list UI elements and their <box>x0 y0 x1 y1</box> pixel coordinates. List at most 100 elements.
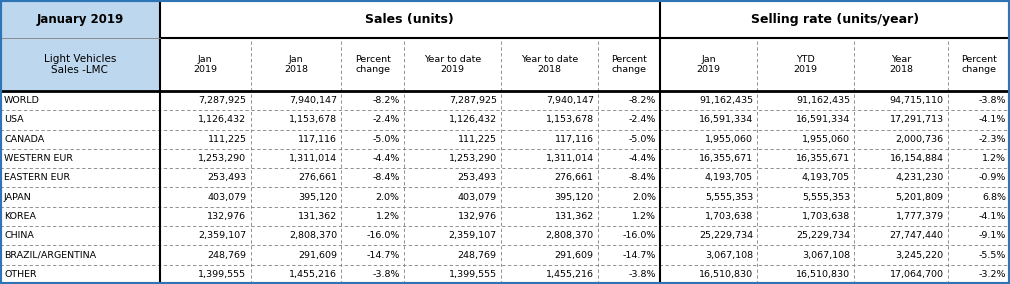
Text: 4,231,230: 4,231,230 <box>895 173 943 182</box>
Text: 1,703,638: 1,703,638 <box>802 212 850 221</box>
Text: 1,253,290: 1,253,290 <box>448 154 497 163</box>
Text: 1,399,555: 1,399,555 <box>198 270 246 279</box>
Text: 1,126,432: 1,126,432 <box>448 115 497 124</box>
Text: 403,079: 403,079 <box>458 193 497 202</box>
Text: 1,455,216: 1,455,216 <box>290 270 337 279</box>
Text: 395,120: 395,120 <box>298 193 337 202</box>
Text: -14.7%: -14.7% <box>623 250 656 260</box>
Text: 253,493: 253,493 <box>458 173 497 182</box>
Text: 2.0%: 2.0% <box>376 193 400 202</box>
Text: 2,359,107: 2,359,107 <box>448 231 497 240</box>
Text: 2,000,736: 2,000,736 <box>896 135 943 144</box>
Text: 7,287,925: 7,287,925 <box>199 96 246 105</box>
Text: 111,225: 111,225 <box>207 135 246 144</box>
Text: 395,120: 395,120 <box>554 193 594 202</box>
Text: 403,079: 403,079 <box>207 193 246 202</box>
Text: 7,940,147: 7,940,147 <box>290 96 337 105</box>
Text: 5,555,353: 5,555,353 <box>705 193 753 202</box>
Text: 1,399,555: 1,399,555 <box>448 270 497 279</box>
Text: -4.4%: -4.4% <box>373 154 400 163</box>
Text: BRAZIL/ARGENTINA: BRAZIL/ARGENTINA <box>4 250 96 260</box>
Text: -14.7%: -14.7% <box>367 250 400 260</box>
Text: 16,355,671: 16,355,671 <box>796 154 850 163</box>
Text: 1,311,014: 1,311,014 <box>545 154 594 163</box>
Text: Jan
2019: Jan 2019 <box>697 55 720 74</box>
Text: 91,162,435: 91,162,435 <box>699 96 753 105</box>
Text: 117,116: 117,116 <box>298 135 337 144</box>
Text: 1,777,379: 1,777,379 <box>896 212 943 221</box>
Text: Light Vehicles
Sales -LMC: Light Vehicles Sales -LMC <box>43 54 116 76</box>
Text: -5.0%: -5.0% <box>373 135 400 144</box>
Text: January 2019: January 2019 <box>36 13 123 26</box>
Text: 16,591,334: 16,591,334 <box>699 115 753 124</box>
Text: 111,225: 111,225 <box>458 135 497 144</box>
Text: 1,153,678: 1,153,678 <box>545 115 594 124</box>
Text: -4.1%: -4.1% <box>979 115 1006 124</box>
Text: WORLD: WORLD <box>4 96 40 105</box>
Text: 16,591,334: 16,591,334 <box>796 115 850 124</box>
Text: -8.4%: -8.4% <box>628 173 656 182</box>
Text: 1.2%: 1.2% <box>982 154 1006 163</box>
Text: 25,229,734: 25,229,734 <box>699 231 753 240</box>
Text: 17,064,700: 17,064,700 <box>890 270 943 279</box>
Bar <box>0 0 160 91</box>
Text: 2,359,107: 2,359,107 <box>198 231 246 240</box>
Text: 27,747,440: 27,747,440 <box>890 231 943 240</box>
Text: 4,193,705: 4,193,705 <box>705 173 753 182</box>
Text: 94,715,110: 94,715,110 <box>890 96 943 105</box>
Text: 2,808,370: 2,808,370 <box>545 231 594 240</box>
Text: WESTERN EUR: WESTERN EUR <box>4 154 73 163</box>
Text: -5.0%: -5.0% <box>628 135 656 144</box>
Text: CHINA: CHINA <box>4 231 34 240</box>
Text: EASTERN EUR: EASTERN EUR <box>4 173 70 182</box>
Text: 1,311,014: 1,311,014 <box>289 154 337 163</box>
Text: 91,162,435: 91,162,435 <box>796 96 850 105</box>
Text: 1,153,678: 1,153,678 <box>289 115 337 124</box>
Text: CANADA: CANADA <box>4 135 44 144</box>
Text: -2.4%: -2.4% <box>628 115 656 124</box>
Text: Year to date
2019: Year to date 2019 <box>423 55 481 74</box>
Text: 1,126,432: 1,126,432 <box>198 115 246 124</box>
Text: -0.9%: -0.9% <box>979 173 1006 182</box>
Text: 2,808,370: 2,808,370 <box>289 231 337 240</box>
Text: 132,976: 132,976 <box>458 212 497 221</box>
Text: 6.8%: 6.8% <box>982 193 1006 202</box>
Text: Year to date
2018: Year to date 2018 <box>521 55 578 74</box>
Text: -3.8%: -3.8% <box>373 270 400 279</box>
Text: -16.0%: -16.0% <box>623 231 656 240</box>
Text: Jan
2019: Jan 2019 <box>193 55 217 74</box>
Text: -8.2%: -8.2% <box>373 96 400 105</box>
Text: USA: USA <box>4 115 23 124</box>
Text: 1,955,060: 1,955,060 <box>802 135 850 144</box>
Text: 1.2%: 1.2% <box>376 212 400 221</box>
Text: -4.1%: -4.1% <box>979 212 1006 221</box>
Text: Percent
change: Percent change <box>961 55 997 74</box>
Text: 5,201,809: 5,201,809 <box>896 193 943 202</box>
Text: -3.8%: -3.8% <box>979 96 1006 105</box>
Text: Year
2018: Year 2018 <box>889 55 913 74</box>
Text: Percent
change: Percent change <box>355 55 391 74</box>
Text: 1,703,638: 1,703,638 <box>705 212 753 221</box>
Text: 248,769: 248,769 <box>207 250 246 260</box>
Text: 248,769: 248,769 <box>458 250 497 260</box>
Text: 25,229,734: 25,229,734 <box>796 231 850 240</box>
Text: Percent
change: Percent change <box>611 55 646 74</box>
Text: 276,661: 276,661 <box>298 173 337 182</box>
Text: -16.0%: -16.0% <box>367 231 400 240</box>
Text: 132,976: 132,976 <box>207 212 246 221</box>
Text: 2.0%: 2.0% <box>632 193 656 202</box>
Text: Sales (units): Sales (units) <box>366 13 454 26</box>
Text: -5.5%: -5.5% <box>979 250 1006 260</box>
Text: 7,287,925: 7,287,925 <box>448 96 497 105</box>
Text: 1,253,290: 1,253,290 <box>198 154 246 163</box>
Text: 4,193,705: 4,193,705 <box>802 173 850 182</box>
Text: JAPAN: JAPAN <box>4 193 31 202</box>
Text: -3.8%: -3.8% <box>628 270 656 279</box>
Text: -8.2%: -8.2% <box>628 96 656 105</box>
Text: YTD
2019: YTD 2019 <box>794 55 818 74</box>
Text: 3,245,220: 3,245,220 <box>896 250 943 260</box>
Text: -3.2%: -3.2% <box>979 270 1006 279</box>
Text: 16,154,884: 16,154,884 <box>890 154 943 163</box>
Text: Jan
2018: Jan 2018 <box>284 55 308 74</box>
Text: 1,455,216: 1,455,216 <box>545 270 594 279</box>
